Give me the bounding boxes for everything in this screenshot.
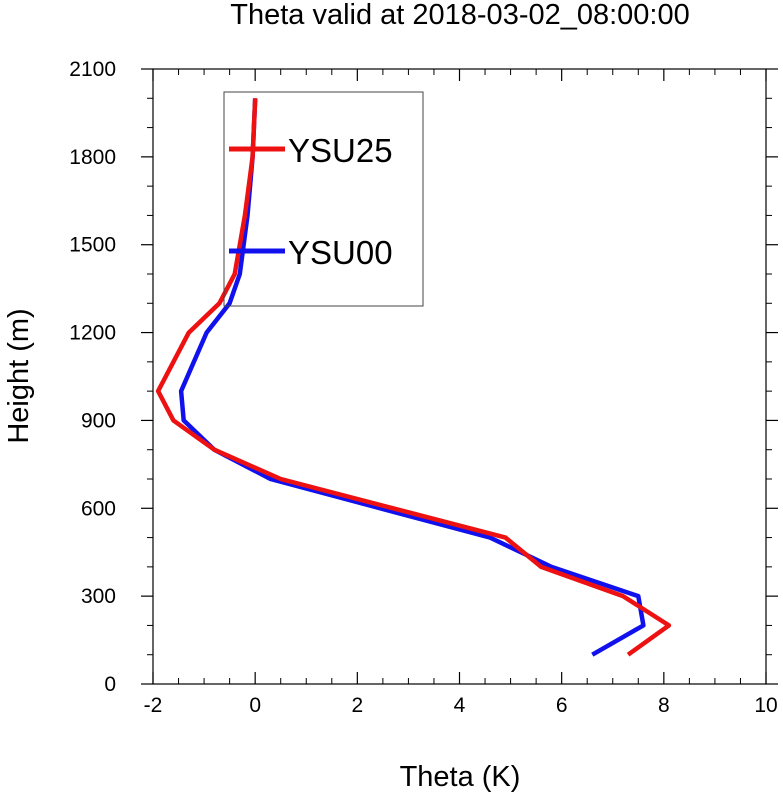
minor-ticks <box>147 69 772 684</box>
y-tick-label: 900 <box>81 409 116 432</box>
y-tick-label: 2100 <box>69 58 116 81</box>
y-tick-label: 600 <box>81 497 116 520</box>
y-tick-labels: 0 300 600 900 1200 1500 1800 2100 <box>69 58 116 696</box>
x-tick-label: 8 <box>658 694 670 717</box>
x-axis-label: Theta (K) <box>400 761 521 793</box>
y-tick-label: 1500 <box>69 234 116 257</box>
series-line-ysu25 <box>155 98 672 657</box>
y-axis-label: Height (m) <box>3 308 35 443</box>
legend-entry-ysu00: YSU00 <box>229 234 393 271</box>
y-tick-label: 1800 <box>69 146 116 169</box>
y-tick-label: 300 <box>81 585 116 608</box>
chart-title: Theta valid at 2018-03-02_08:00:00 <box>230 0 690 31</box>
y-tick-label: 1200 <box>69 322 116 345</box>
x-tick-label: 2 <box>351 694 363 717</box>
plot-frame <box>152 68 767 685</box>
x-tick-label: 0 <box>249 694 261 717</box>
x-tick-label: 10 <box>754 694 777 717</box>
legend-label-ysu25: YSU25 <box>288 132 393 169</box>
x-tick-label: 4 <box>454 694 466 717</box>
legend-entry-ysu25: YSU25 <box>229 132 393 169</box>
legend: YSU25 YSU00 <box>223 91 424 307</box>
major-ticks <box>141 68 778 685</box>
series-layer <box>155 98 672 657</box>
x-tick-labels: -2 0 2 4 6 8 10 <box>144 694 778 717</box>
x-tick-label: 6 <box>556 694 568 717</box>
y-tick-label: 0 <box>104 673 116 696</box>
series-line-ysu00 <box>178 98 646 657</box>
plot-area: -2 0 2 4 6 8 10 0 300 600 900 1200 1500 1800 2100 <box>69 58 778 717</box>
legend-box <box>223 91 424 307</box>
x-tick-label: -2 <box>144 694 163 717</box>
legend-label-ysu00: YSU00 <box>288 234 393 271</box>
